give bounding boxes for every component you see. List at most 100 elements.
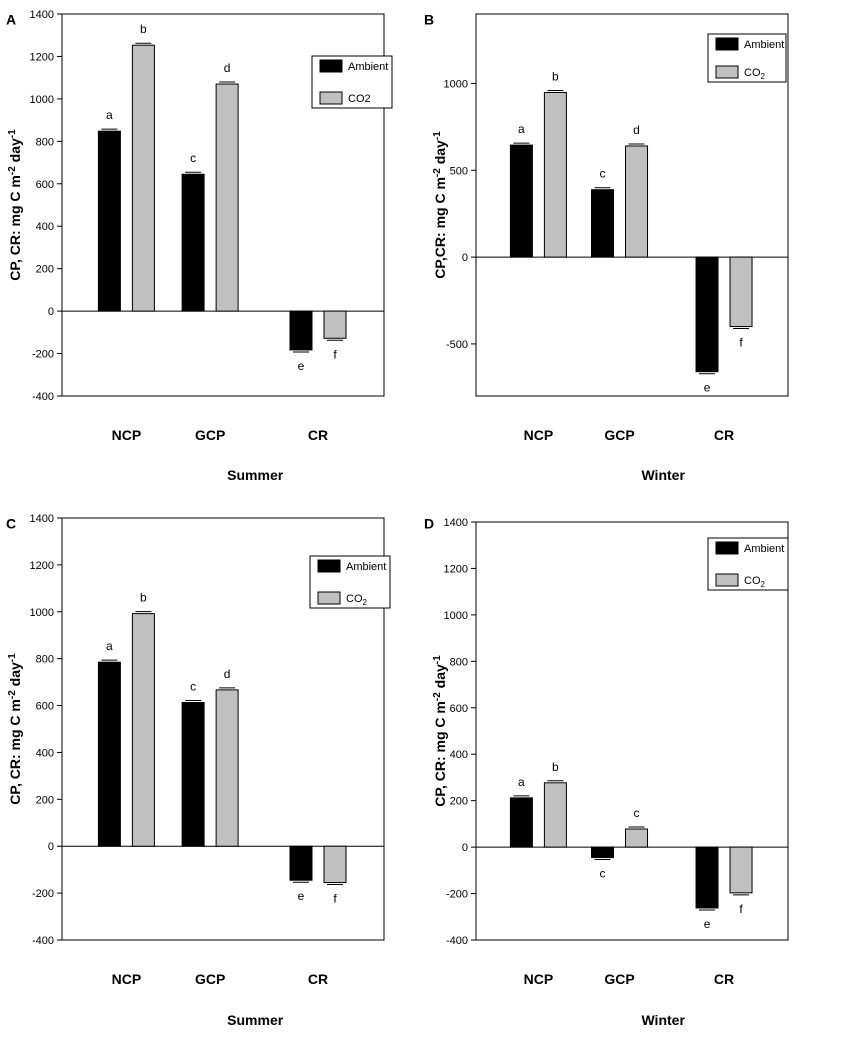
y-axis-label-part: day [7,662,23,690]
legend: Ambient CO2 [707,33,787,83]
legend-label: Ambient [348,61,388,73]
y-axis-label-superscript: -1 [7,129,18,138]
plot-frame [61,517,385,941]
y-axis-label-superscript: -1 [432,655,443,664]
legend-swatch-co2 [319,91,343,105]
legend-label: Ambient [744,543,784,555]
legend-label-text: Ambient [348,61,388,73]
significance-letter: c [634,806,640,820]
bar-ambient-gcp [181,173,205,312]
y-axis-label: CP, CR: mg C m-2 day-1 [7,653,23,805]
y-tick-label: 0 [462,252,468,264]
y-tick-label: 200 [36,794,54,806]
y-tick-label: 1200 [30,560,54,572]
y-tick-label: -200 [32,349,54,361]
y-tick-label: 1200 [30,51,54,63]
significance-letter: f [333,892,337,906]
x-axis-label: Winter [641,1012,685,1028]
bar-co2-gcp [215,83,239,312]
plot-frame [61,13,385,397]
significance-letter: c [600,167,606,181]
bar-ambient-cr [289,845,313,881]
y-axis-label-part: day [7,138,23,166]
legend-swatch-co2 [715,65,739,79]
significance-letter: b [552,69,559,83]
legend-label: Ambient [744,39,784,51]
y-tick-label: 800 [36,136,54,148]
significance-letter: b [552,760,559,774]
chart-panel-d: D -400 -200 0 200 400 600 800 1000 1200 1400 a b NCP c… [424,515,789,1028]
y-tick-label: 1000 [30,94,54,106]
y-tick-label: 0 [48,841,54,853]
bar-co2-gcp [625,828,649,848]
bar-ambient-gcp [591,846,615,859]
chart-panel-a: A -400 -200 0 200 400 600 800 1000 1200 1400 a b NCP c… [6,9,393,483]
legend-label: CO2 [346,593,368,607]
y-tick-label: 200 [36,264,54,276]
significance-letter: a [106,639,113,653]
y-tick-label: 600 [36,179,54,191]
y-tick-label: 1400 [444,517,468,529]
significance-letter: e [704,381,711,395]
x-category-label: GCP [604,427,634,443]
x-category-label: CR [308,971,328,987]
bar-co2-gcp [215,689,239,847]
x-axis-label: Summer [227,1012,284,1028]
panel-label: B [424,11,434,27]
y-tick-label: -400 [32,391,54,403]
chart-panel-b: B -500 0 500 1000 a b NCP c d GCP e f CR Winter CP,CR: … [424,11,789,483]
y-tick-label: 500 [450,165,468,177]
legend: Ambient CO2 [311,55,393,109]
bar-co2-ncp [543,782,567,848]
y-tick-label: 0 [48,306,54,318]
y-axis-label-superscript: -1 [7,653,18,662]
y-tick-label: 1400 [30,513,54,525]
y-tick-label: 600 [36,701,54,713]
bar-ambient-gcp [181,702,205,847]
legend-label: Ambient [346,561,386,573]
legend-swatch-co2 [317,591,341,605]
y-tick-label: 1400 [30,9,54,21]
significance-letter: e [298,359,305,373]
x-category-label: GCP [195,971,225,987]
bar-ambient-ncp [509,144,533,258]
plot-frame [475,521,789,941]
bar-ambient-cr [289,310,313,351]
y-tick-label: -400 [446,935,468,947]
legend-label-text: Ambient [346,561,386,573]
x-category-label: CR [714,427,734,443]
y-axis-label: CP, CR: mg C m-2 day-1 [7,129,23,281]
y-axis-label-part: day [432,664,448,692]
legend-swatch-ambient [715,37,739,51]
bar-ambient-gcp [591,189,615,258]
significance-letter: d [224,61,231,75]
y-tick-label: 600 [450,703,468,715]
significance-letter: b [140,22,147,36]
significance-letter: c [600,867,606,881]
plot-frame [475,13,789,397]
bar-co2-ncp [131,613,155,847]
significance-letter: a [106,108,113,122]
legend-label-subscript: 2 [761,580,766,589]
legend-swatch-co2 [715,573,739,587]
significance-letter: f [739,902,743,916]
y-tick-label: 1200 [444,563,468,575]
bar-co2-ncp [131,44,155,312]
legend: Ambient CO2 [707,537,789,591]
x-axis-label: Winter [641,467,685,483]
significance-letter: d [633,123,640,137]
y-axis-label-part: day [432,140,448,168]
x-category-label: CR [714,971,734,987]
legend-swatch-ambient [317,559,341,573]
legend-label-text: Ambient [744,543,784,555]
y-tick-label: 1000 [444,78,468,90]
bar-ambient-cr [695,256,719,373]
y-axis-label-part: CP, CR: mg C m [7,175,23,281]
y-axis-label-superscript: -1 [432,131,443,140]
y-tick-label: 1000 [444,610,468,622]
y-axis-label-part: CP, CR: mg C m [432,701,448,807]
y-tick-label: 400 [36,747,54,759]
legend-label-text: CO [346,593,363,605]
significance-letter: f [739,336,743,350]
